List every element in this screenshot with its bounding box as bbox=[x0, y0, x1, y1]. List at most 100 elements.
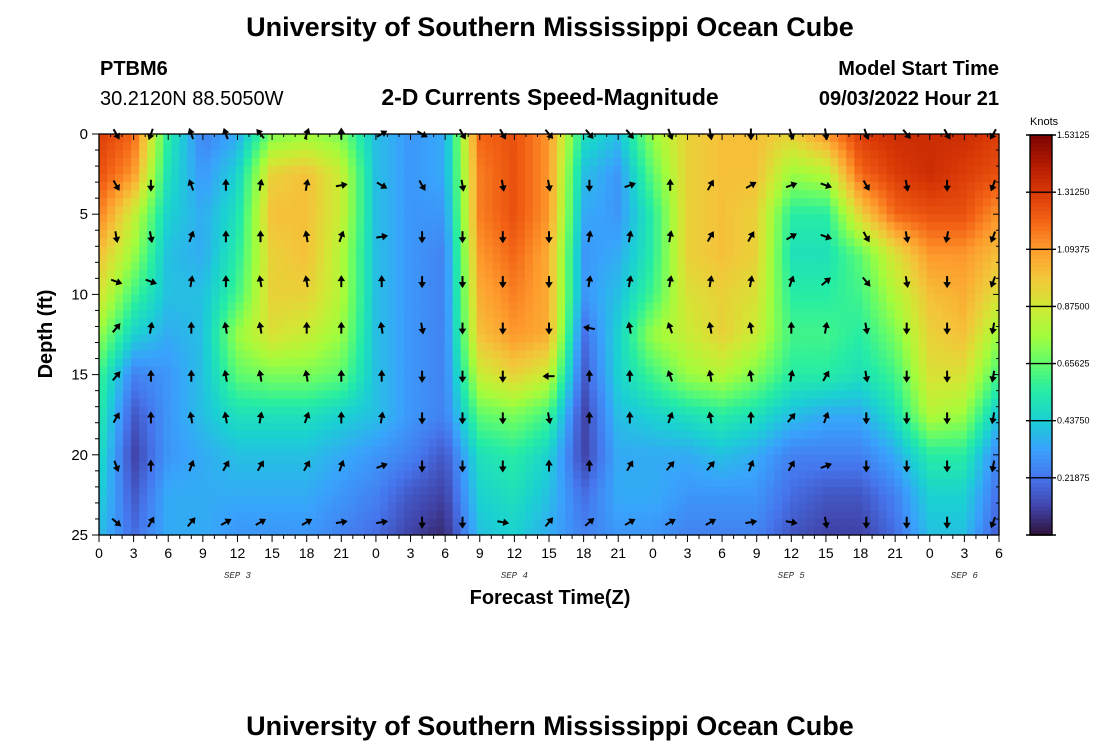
heatmap-cell bbox=[283, 134, 293, 143]
heatmap-cell bbox=[701, 222, 711, 231]
heatmap-cell bbox=[685, 478, 695, 488]
heatmap-cell bbox=[573, 262, 582, 271]
heatmap-cell bbox=[187, 486, 197, 496]
heatmap-cell bbox=[581, 326, 590, 336]
heatmap-cell bbox=[340, 230, 349, 239]
heatmap-cell bbox=[894, 214, 904, 223]
heatmap-cell bbox=[798, 390, 807, 400]
heatmap-cell bbox=[412, 398, 422, 408]
heatmap-cell bbox=[267, 270, 277, 279]
heatmap-cell bbox=[372, 190, 381, 199]
heatmap-cell bbox=[886, 390, 896, 400]
heatmap-cell bbox=[516, 230, 526, 239]
heatmap-cell bbox=[661, 238, 671, 247]
heatmap-cell bbox=[356, 478, 365, 488]
heatmap-cell bbox=[926, 198, 936, 207]
heatmap-cell bbox=[500, 382, 510, 392]
heatmap-cell bbox=[669, 398, 679, 408]
heatmap-cell bbox=[838, 262, 847, 271]
heatmap-cell bbox=[163, 190, 172, 199]
heatmap-cell bbox=[685, 430, 695, 440]
heatmap-cell bbox=[990, 262, 1000, 271]
heatmap-cell bbox=[444, 294, 454, 304]
heatmap-cell bbox=[275, 486, 285, 496]
heatmap-cell bbox=[291, 350, 301, 360]
heatmap-cell bbox=[540, 206, 550, 215]
heatmap-cell bbox=[846, 206, 855, 215]
heatmap-cell bbox=[324, 374, 333, 384]
heatmap-cell bbox=[717, 198, 727, 207]
heatmap-cell bbox=[315, 262, 325, 271]
heatmap-cell bbox=[115, 222, 124, 231]
heatmap-cell bbox=[275, 478, 285, 488]
heatmap-cell bbox=[388, 214, 397, 223]
heatmap-cell bbox=[717, 158, 727, 167]
heatmap-cell bbox=[524, 334, 534, 344]
heatmap-cell bbox=[171, 262, 180, 271]
heatmap-cell bbox=[814, 398, 823, 408]
heatmap-cell bbox=[396, 446, 405, 456]
heatmap-cell bbox=[822, 310, 831, 320]
heatmap-cell bbox=[283, 454, 293, 464]
heatmap-cell bbox=[910, 414, 920, 424]
heatmap-cell bbox=[163, 286, 172, 295]
heatmap-cell bbox=[243, 286, 253, 295]
heatmap-cell bbox=[99, 398, 108, 408]
heatmap-cell bbox=[396, 302, 405, 312]
heatmap-cell bbox=[798, 382, 807, 392]
heatmap-cell bbox=[661, 366, 671, 376]
heatmap-cell bbox=[958, 254, 968, 263]
heatmap-cell bbox=[774, 294, 783, 304]
heatmap-cell bbox=[404, 294, 413, 304]
heatmap-cell bbox=[211, 342, 221, 352]
heatmap-cell bbox=[155, 374, 164, 384]
heatmap-cell bbox=[565, 198, 574, 207]
heatmap-cell bbox=[291, 342, 301, 352]
heatmap-cell bbox=[227, 190, 237, 199]
heatmap-cell bbox=[540, 438, 550, 448]
heatmap-cell bbox=[508, 398, 518, 408]
heatmap-cell bbox=[886, 198, 896, 207]
heatmap-cell bbox=[508, 358, 518, 368]
heatmap-cell bbox=[195, 374, 205, 384]
heatmap-cell bbox=[227, 262, 237, 271]
heatmap-cell bbox=[926, 422, 936, 432]
heatmap-cell bbox=[139, 318, 148, 328]
heatmap-cell bbox=[372, 422, 381, 432]
heatmap-cell bbox=[179, 478, 188, 488]
heatmap-cell bbox=[878, 318, 888, 328]
heatmap-cell bbox=[613, 422, 622, 432]
heatmap-cell bbox=[516, 134, 526, 143]
heatmap-cell bbox=[958, 230, 968, 239]
heatmap-cell bbox=[332, 286, 341, 295]
heatmap-cell bbox=[918, 182, 928, 191]
heatmap-cell bbox=[460, 478, 470, 488]
heatmap-cell bbox=[227, 430, 237, 440]
heatmap-cell bbox=[388, 334, 397, 344]
heatmap-cell bbox=[516, 270, 526, 279]
heatmap-cell bbox=[227, 390, 237, 400]
heatmap-cell bbox=[155, 366, 164, 376]
heatmap-cell bbox=[275, 382, 285, 392]
heatmap-cell bbox=[765, 222, 775, 231]
heatmap-cell bbox=[701, 278, 711, 287]
heatmap-cell bbox=[532, 198, 542, 207]
heatmap-cell bbox=[605, 462, 614, 472]
heatmap-cell bbox=[725, 254, 735, 263]
heatmap-cell bbox=[452, 454, 462, 464]
heatmap-cell bbox=[806, 270, 815, 279]
heatmap-cell bbox=[356, 206, 365, 215]
heatmap-cell bbox=[380, 190, 389, 199]
heatmap-cell bbox=[524, 174, 534, 183]
heatmap-cell bbox=[275, 246, 285, 255]
heatmap-cell bbox=[549, 310, 558, 320]
heatmap-cell bbox=[380, 262, 389, 271]
heatmap-cell bbox=[798, 438, 807, 448]
heatmap-cell bbox=[741, 406, 751, 416]
heatmap-cell bbox=[613, 358, 622, 368]
heatmap-cell bbox=[380, 390, 389, 400]
heatmap-cell bbox=[701, 286, 711, 295]
heatmap-cell bbox=[492, 174, 502, 183]
heatmap-cell bbox=[171, 438, 180, 448]
heatmap-cell bbox=[227, 302, 237, 312]
